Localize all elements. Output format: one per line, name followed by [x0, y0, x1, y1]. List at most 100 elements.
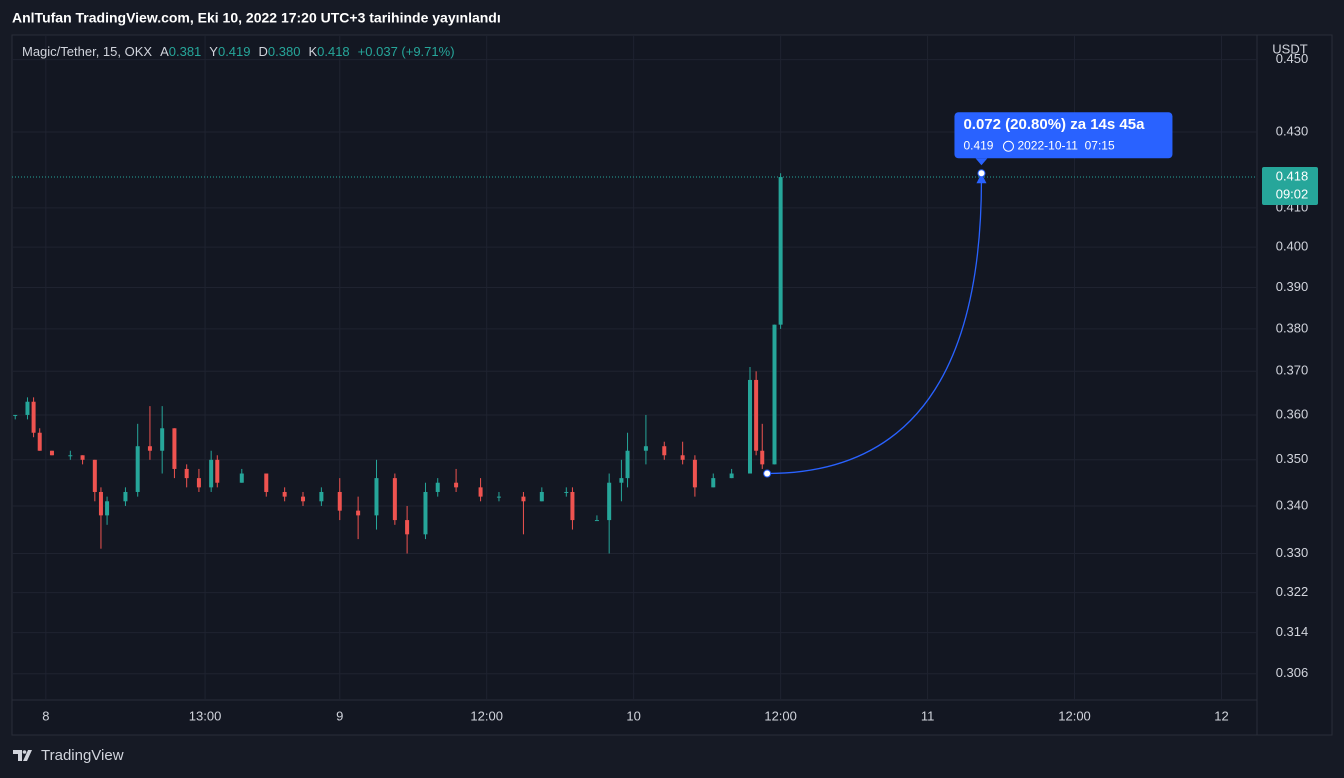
- candle-body: [435, 482, 440, 492]
- x-tick-label: 11: [921, 708, 935, 723]
- x-tick-label: 12:00: [764, 708, 797, 723]
- candle-body: [374, 478, 379, 516]
- candle-body: [570, 491, 575, 521]
- candle-body: [607, 482, 612, 521]
- candle-body: [31, 401, 36, 433]
- candle-body: [215, 459, 220, 483]
- candle-body: [282, 491, 287, 497]
- measure-arrowhead: [976, 173, 987, 184]
- legend-key: Y: [209, 44, 218, 59]
- last-price-tag: [1262, 167, 1318, 206]
- y-tick-label: 0.380: [1276, 320, 1309, 335]
- legend-change: +0.037 (+9.71%): [358, 44, 455, 59]
- candle-body: [123, 491, 128, 502]
- candle-body: [135, 446, 140, 492]
- legend-value: 0.418: [317, 44, 350, 59]
- x-tick-label: 12: [1214, 708, 1228, 723]
- candle-body: [539, 491, 544, 502]
- clock-icon: [1002, 140, 1014, 152]
- x-tick-label: 9: [336, 708, 343, 723]
- candle-body: [301, 496, 306, 502]
- candle-body: [625, 450, 630, 479]
- candle-body: [160, 428, 165, 451]
- currency: USDT: [1272, 41, 1307, 56]
- symbol: Magic/Tether, 15, OKX: [22, 44, 152, 59]
- x-tick-label: 12:00: [470, 708, 503, 723]
- candle-body: [454, 482, 459, 488]
- measure-end: [977, 169, 986, 178]
- y-tick-label: 0.370: [1276, 363, 1309, 378]
- candle-body: [25, 401, 30, 415]
- x-tick-label: 8: [42, 708, 49, 723]
- measure-title: 0.072 (20.80%) za 14s 45a: [963, 116, 1145, 133]
- x-tick-label: 10: [626, 708, 640, 723]
- header: AnlTufan TradingView.com, Eki 10, 2022 1…: [12, 10, 501, 26]
- candle-body: [778, 177, 783, 325]
- candle-body: [392, 478, 397, 521]
- candle-body: [92, 459, 97, 492]
- legend: Magic/Tether, 15, OKX A0.381 Y0.419 D0.380 K…: [22, 44, 455, 59]
- candle-body: [564, 491, 569, 493]
- candle-body: [729, 473, 734, 479]
- candle-body: [692, 459, 697, 488]
- candle-body: [662, 446, 667, 456]
- candle-body: [748, 379, 753, 474]
- candle-body: [619, 478, 624, 483]
- measure-box: [954, 112, 1173, 159]
- candle-body: [196, 478, 201, 488]
- legend-key: A: [160, 44, 169, 59]
- candle-body: [172, 428, 177, 469]
- candle-body: [521, 496, 526, 502]
- candle-body: [105, 501, 110, 516]
- candle-body: [356, 510, 361, 516]
- y-tick-label: 0.400: [1276, 239, 1309, 254]
- candle-body: [594, 520, 599, 522]
- candle-body: [319, 491, 324, 502]
- candle-body: [760, 450, 765, 465]
- candle-body: [772, 324, 777, 465]
- candle-body: [13, 414, 18, 416]
- footer: TradingView: [41, 747, 124, 764]
- last-price-label: 0.418: [1276, 168, 1309, 183]
- candle-body: [478, 487, 483, 497]
- candle-body: [264, 473, 269, 492]
- y-tick-label: 0.350: [1276, 451, 1309, 466]
- y-tick-label: 0.322: [1276, 584, 1309, 599]
- legend-key: D: [259, 44, 268, 59]
- measure-start: [763, 469, 772, 478]
- candle-body: [184, 468, 189, 479]
- candle-body: [147, 446, 152, 451]
- candle-body: [680, 455, 685, 460]
- candles: [13, 173, 783, 554]
- candle-body: [643, 446, 648, 451]
- countdown: 09:02: [1276, 186, 1309, 201]
- candle-body: [37, 432, 42, 451]
- y-tick-label: 0.330: [1276, 545, 1309, 560]
- y-tick-label: 0.430: [1276, 123, 1309, 138]
- candle-body: [337, 491, 342, 511]
- candle-body: [49, 450, 54, 456]
- candle-body: [68, 455, 73, 457]
- candle-body: [80, 455, 85, 460]
- measure-box-pointer: [975, 158, 988, 166]
- x-tick-label: 12:00: [1058, 708, 1091, 723]
- y-tick-label: 0.390: [1276, 279, 1309, 294]
- candle-body: [98, 491, 103, 516]
- candle-body: [423, 491, 428, 535]
- candle-body: [239, 473, 244, 483]
- y-tick-label: 0.306: [1276, 665, 1309, 680]
- legend-key: K: [308, 44, 317, 59]
- legend-value: 0.380: [268, 44, 301, 59]
- candle-body: [711, 478, 716, 488]
- candle-body: [496, 496, 501, 498]
- y-tick-label: 0.314: [1276, 624, 1309, 639]
- y-tick-label: 0.450: [1276, 51, 1309, 66]
- measure-price: 0.419: [963, 138, 993, 152]
- y-tick-label: 0.340: [1276, 497, 1309, 512]
- candle-body: [209, 459, 214, 488]
- legend-value: 0.381: [169, 44, 202, 59]
- y-tick-label: 0.360: [1276, 406, 1309, 421]
- legend-value: 0.419: [218, 44, 251, 59]
